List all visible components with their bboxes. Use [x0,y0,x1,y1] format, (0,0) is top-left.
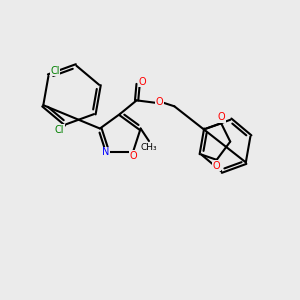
Text: O: O [130,151,137,161]
Text: N: N [102,148,109,158]
Text: O: O [218,112,225,122]
Text: O: O [156,97,164,106]
Text: Cl: Cl [55,124,64,135]
Text: O: O [139,76,146,87]
Text: CH₃: CH₃ [141,143,157,152]
Text: O: O [213,161,220,171]
Text: Cl: Cl [50,66,60,76]
